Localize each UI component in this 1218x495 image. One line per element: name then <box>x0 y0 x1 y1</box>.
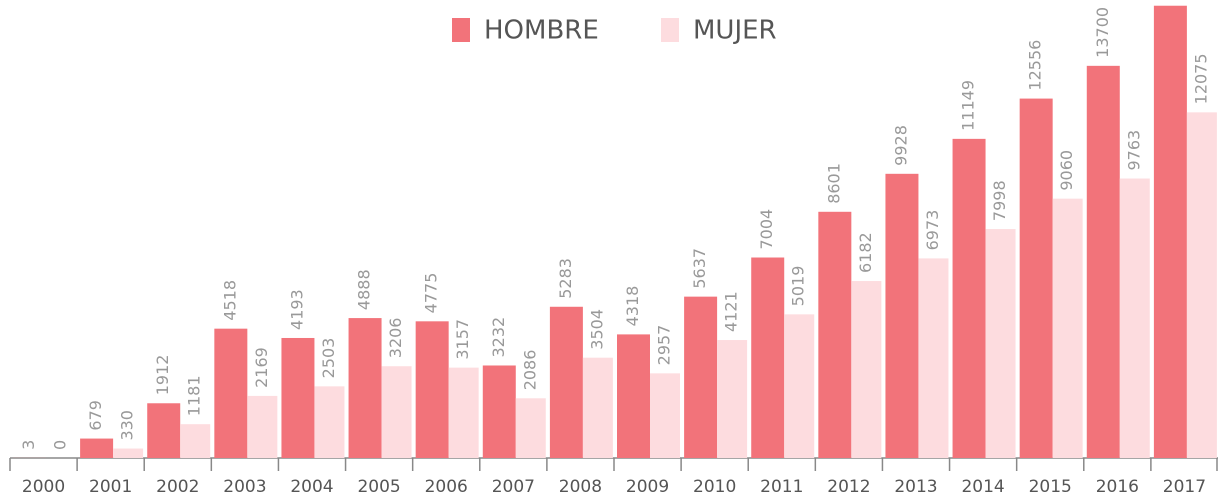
bar <box>1119 178 1150 458</box>
value-label: 9763 <box>1124 130 1143 171</box>
value-label: 2169 <box>252 347 271 388</box>
bar <box>952 138 986 459</box>
value-label: 12075 <box>1191 53 1210 104</box>
value-label: 1181 <box>185 375 204 416</box>
x-tick-label: 2015 <box>1029 477 1072 495</box>
value-label: 2957 <box>655 325 674 366</box>
value-label: 4193 <box>287 289 306 330</box>
bar <box>784 314 815 458</box>
bar <box>549 306 583 458</box>
bar <box>650 373 680 458</box>
bar <box>1052 198 1083 458</box>
bar <box>381 366 412 458</box>
x-tick-label: 2013 <box>894 477 937 495</box>
value-label: 9060 <box>1057 150 1076 191</box>
value-label: 5019 <box>789 266 808 307</box>
value-label: 9928 <box>891 125 910 166</box>
x-tick-label: 2009 <box>626 477 669 495</box>
x-tick-label: 2001 <box>89 477 132 495</box>
legend-label: HOMBRE <box>484 16 599 46</box>
bar <box>684 296 718 458</box>
bar <box>985 229 1016 458</box>
x-tick-label: 2003 <box>223 477 266 495</box>
bar <box>818 211 852 458</box>
legend-swatch <box>452 18 470 42</box>
x-tick-label: 2008 <box>559 477 602 495</box>
value-label: 4888 <box>355 269 374 310</box>
value-label: 3232 <box>489 317 508 358</box>
x-tick-label: 2010 <box>693 477 736 495</box>
value-label: 11149 <box>959 80 978 131</box>
bar <box>281 337 315 458</box>
value-label: 4121 <box>722 291 741 332</box>
value-label: 1912 <box>153 355 172 396</box>
value-label: 3206 <box>386 318 405 359</box>
value-label: 4318 <box>623 286 642 327</box>
bar <box>415 321 449 458</box>
x-tick-label: 2004 <box>290 477 333 495</box>
value-label: 330 <box>118 410 137 441</box>
bar <box>851 281 882 458</box>
x-tick-label: 2005 <box>357 477 400 495</box>
value-label: 2503 <box>319 338 338 379</box>
bar <box>1153 5 1187 458</box>
x-tick-label: 2000 <box>22 477 65 495</box>
bar <box>80 438 114 458</box>
x-tick-label: 2014 <box>961 477 1004 495</box>
value-label: 7998 <box>990 180 1009 221</box>
bar <box>314 386 345 458</box>
value-label: 7004 <box>757 209 776 250</box>
value-label: 13700 <box>1093 7 1112 58</box>
value-label: 679 <box>86 400 105 431</box>
value-label: 6182 <box>856 232 875 273</box>
x-tick-label: 2011 <box>760 477 803 495</box>
value-label: 3504 <box>587 309 606 350</box>
value-label: 3 <box>19 440 38 450</box>
value-label: 12556 <box>1026 40 1045 91</box>
x-tick-label: 2006 <box>425 477 468 495</box>
value-label: 4518 <box>220 280 239 321</box>
legend-label: MUJER <box>693 16 777 46</box>
x-tick-label: 2007 <box>492 477 535 495</box>
bar <box>582 357 613 458</box>
value-label: 3157 <box>453 319 472 360</box>
value-label: 4775 <box>422 273 441 314</box>
bar <box>751 257 785 458</box>
bar <box>515 398 546 458</box>
x-tick-label: 2002 <box>156 477 199 495</box>
bar <box>717 340 748 458</box>
bar <box>1019 98 1053 458</box>
value-label: 5283 <box>556 258 575 299</box>
x-tick-label: 2012 <box>827 477 870 495</box>
bar <box>147 403 181 458</box>
x-tick-label: 2017 <box>1163 477 1206 495</box>
bar <box>247 395 278 458</box>
bar <box>617 334 650 458</box>
value-label: 8601 <box>824 163 843 204</box>
bar <box>348 318 382 458</box>
x-tick-label: 2016 <box>1096 477 1139 495</box>
bar <box>448 367 479 458</box>
bar <box>180 424 211 458</box>
bar <box>885 173 919 458</box>
bar <box>482 365 516 458</box>
bar <box>1186 112 1217 459</box>
legend-swatch <box>661 18 679 42</box>
bar <box>113 448 144 458</box>
value-label: 2086 <box>520 350 539 391</box>
bar <box>214 328 248 458</box>
value-label: 6973 <box>923 210 942 251</box>
value-label: 5637 <box>690 248 709 289</box>
bar <box>918 258 949 458</box>
value-label: 0 <box>51 440 70 450</box>
bar <box>1086 65 1120 459</box>
